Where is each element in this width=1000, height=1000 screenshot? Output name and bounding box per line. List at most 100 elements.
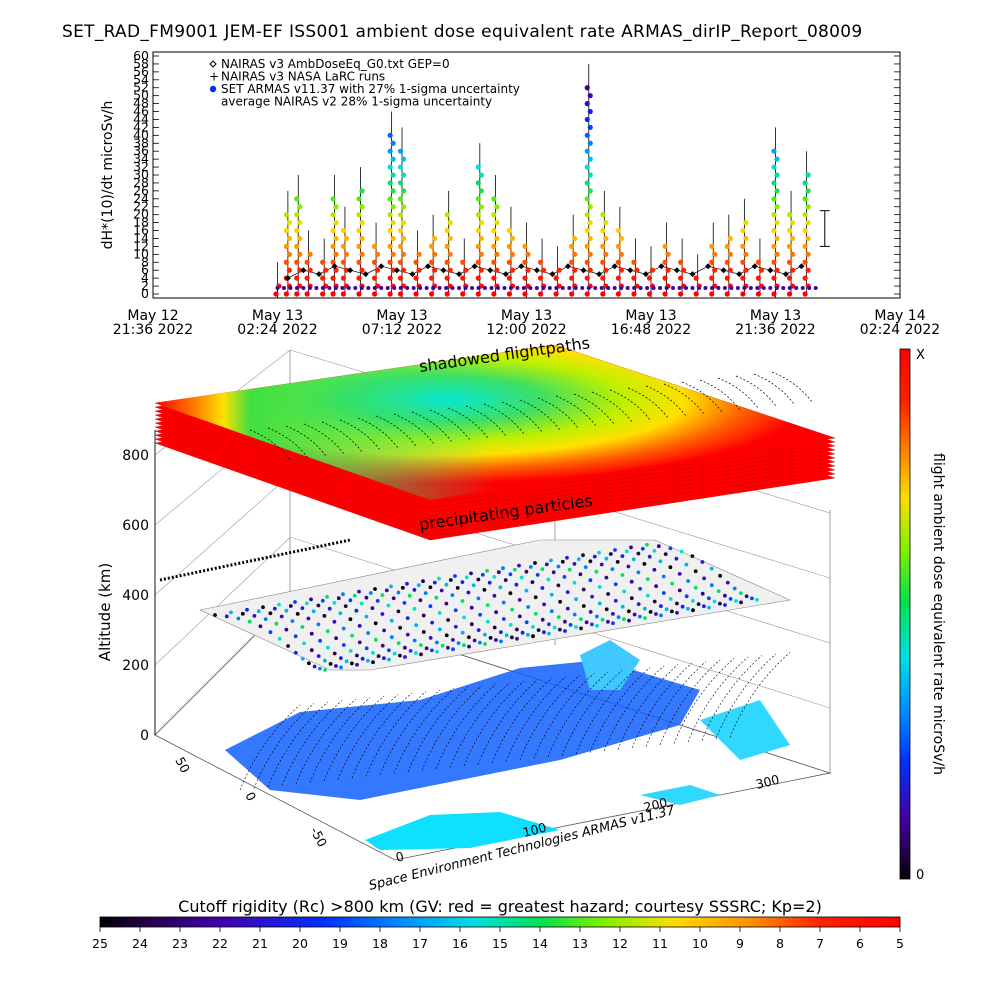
ground-track: [687, 656, 749, 743]
armas-data-point: [603, 220, 609, 226]
armas-data-point: [584, 243, 590, 249]
nairas-data-point: [658, 263, 665, 270]
armas-data-point: [397, 259, 404, 265]
orbit-data-point: [530, 580, 535, 584]
orbit-data-point: [352, 593, 357, 598]
armas-data-point: [491, 275, 497, 281]
armas-data-point: [522, 291, 528, 297]
orbit-data-point: [584, 620, 589, 625]
ground-track: [379, 689, 441, 776]
legend-label: SET ARMAS v11.37 with 27% 1-sigma uncert…: [221, 82, 520, 96]
nairas-data-point: [471, 263, 478, 270]
latitude-tick-label: 0: [242, 789, 259, 803]
shadowed-flightpath: [717, 377, 759, 409]
orbit-data-point: [430, 648, 434, 653]
orbit-data-point: [387, 657, 391, 662]
orbit-data-point: [600, 617, 605, 622]
armas-baseline-point: [677, 286, 682, 291]
nairas-data-point: [689, 271, 696, 278]
armas-data-point: [387, 259, 393, 265]
colorbar-tick-label: 21: [252, 936, 268, 951]
colorbar-tick-label: 10: [692, 936, 708, 951]
orbit-data-point: [408, 649, 413, 653]
y-tick-label: 30: [133, 167, 149, 182]
armas-data-point: [478, 235, 484, 242]
armas-data-point: [359, 251, 365, 257]
colorbar-tick-label: 23: [172, 936, 188, 951]
orbit-data-point: [407, 593, 412, 598]
armas-data-point: [387, 291, 393, 297]
nairas-data-point: [673, 267, 680, 274]
orbit-data-point: [675, 601, 679, 606]
altitude-tick-label: 200: [122, 658, 149, 674]
orbit-data-point: [647, 554, 652, 559]
y-tick-label: 60: [133, 48, 149, 63]
vertical-colorbar-gradient: [899, 348, 911, 880]
armas-baseline-point: [411, 286, 416, 291]
orbit-data-point: [440, 643, 445, 648]
armas-data-point: [286, 251, 292, 257]
orbit-data-point: [462, 643, 466, 648]
armas-data-point: [390, 140, 396, 146]
orbit-data-point: [558, 599, 562, 604]
orbit-data-point: [583, 565, 588, 569]
armas-data-point: [802, 243, 808, 249]
armas-data-point: [307, 267, 313, 273]
y-tick-label: 2: [141, 278, 149, 293]
orbit-data-point: [236, 616, 241, 621]
orbit-data-point: [482, 588, 487, 592]
colorbar-tick-label: 14: [532, 936, 548, 951]
orbit-data-point: [343, 604, 348, 608]
armas-data-point: [634, 267, 640, 273]
armas-data-point: [390, 172, 396, 178]
wall-gridline: [154, 474, 291, 596]
armas-data-point: [506, 275, 513, 281]
armas-data-point: [789, 235, 796, 242]
orbit-data-point: [606, 619, 610, 624]
armas-data-point: [400, 172, 407, 178]
armas-data-point: [786, 212, 793, 218]
orbit-data-point: [563, 629, 567, 633]
armas-data-point: [743, 220, 749, 226]
orbit-data-point: [373, 621, 378, 626]
orbit-data-point: [453, 574, 457, 578]
armas-data-point: [286, 220, 292, 226]
armas-data-point: [774, 188, 780, 194]
armas-data-point: [397, 196, 404, 202]
armas-data-point: [387, 196, 393, 202]
armas-baseline-point: [748, 286, 753, 291]
nairas-data-point: [782, 271, 789, 278]
nairas-data-point: [596, 271, 603, 278]
armas-baseline-point: [612, 286, 617, 291]
armas-baseline-point: [346, 286, 351, 291]
orbit-data-point: [536, 628, 541, 632]
nairas-data-point: [627, 267, 634, 274]
armas-data-point: [774, 267, 780, 273]
orbit-data-point: [588, 559, 593, 564]
shadowed-flightpath: [645, 385, 687, 417]
orbit-data-point: [434, 595, 439, 600]
armas-data-point: [294, 196, 300, 202]
shadowed-flightpath: [393, 413, 435, 445]
armas-data-point: [615, 259, 621, 265]
orbit-data-point: [471, 583, 476, 588]
armas-data-point: [587, 172, 593, 178]
armas-data-point: [525, 251, 531, 257]
armas-data-point: [323, 267, 329, 273]
armas-baseline-point: [353, 286, 358, 291]
ground-track: [351, 692, 413, 779]
nairas-data-point: [456, 271, 463, 278]
armas-data-point: [600, 212, 606, 218]
armas-data-point: [584, 291, 590, 297]
orbit-data-point: [508, 623, 513, 627]
armas-baseline-point: [794, 286, 799, 291]
orbit-data-point: [595, 623, 599, 628]
armas-data-point: [662, 259, 668, 265]
armas-data-point: [631, 291, 637, 297]
armas-baseline-point: [593, 286, 598, 291]
orbit-data-point: [476, 628, 481, 632]
armas-baseline-point: [774, 286, 779, 291]
orbit-data-point: [328, 662, 333, 666]
ground-track: [365, 691, 427, 777]
orbit-data-point: [492, 625, 497, 630]
